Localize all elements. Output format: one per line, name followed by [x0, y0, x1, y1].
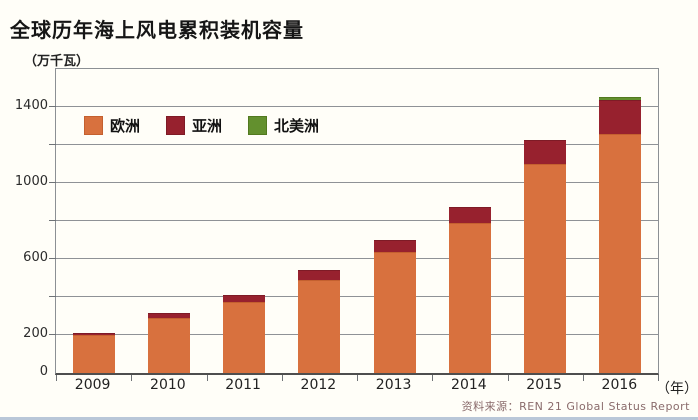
x-tick-2	[206, 375, 208, 381]
plot-area: 欧洲 亚洲 北美洲	[49, 68, 659, 381]
bar-2015	[524, 140, 567, 373]
bar-2010-asia-segment	[147, 313, 190, 318]
chart-title: 全球历年海上风电累积装机容量	[10, 18, 304, 42]
bar-2010-europe-segment	[147, 317, 190, 373]
gridline-1400	[56, 106, 658, 107]
x-axis-label-2014: 2014	[451, 377, 487, 393]
bars-container	[56, 69, 658, 373]
x-tick-7	[582, 375, 584, 381]
bar-2012-europe-segment	[298, 279, 341, 373]
gridline-400	[56, 296, 658, 297]
x-axis-label-2013: 2013	[375, 377, 412, 393]
bar-2011-asia-segment	[223, 295, 266, 302]
bar-2009	[72, 333, 115, 373]
y-axis-label-200: 200	[23, 326, 48, 341]
y-axis-labels: 0 200 600 1000 1400	[0, 68, 48, 379]
bar-2014-asia-segment	[448, 207, 491, 223]
bar-2013-europe-segment	[373, 252, 416, 373]
y-axis-label-0: 0	[39, 364, 48, 379]
x-tick-5	[432, 375, 434, 381]
y-tick-400	[49, 296, 56, 297]
bar-2016	[599, 96, 642, 373]
legend-label-europe: 欧洲	[110, 117, 141, 135]
bar-2013	[373, 240, 416, 373]
y-tick-200	[49, 334, 56, 335]
legend-label-asia: 亚洲	[192, 117, 223, 135]
x-axis-label-2009: 2009	[74, 377, 111, 393]
x-axis-label-2010: 2010	[150, 377, 186, 393]
y-axis-label-1000: 1000	[14, 174, 48, 189]
bar-2016-asia-segment	[599, 100, 642, 134]
x-tick-1	[131, 375, 133, 381]
y-tick-1400	[49, 106, 56, 107]
y-axis-unit-label: （万千瓦）	[24, 54, 90, 69]
gridline-600	[56, 258, 658, 259]
bar-2011-europe-segment	[223, 301, 266, 373]
bar-2012-asia-segment	[298, 270, 341, 280]
legend-item-asia: 亚洲	[166, 115, 222, 136]
bar-2015-europe-segment	[524, 164, 567, 373]
bar-2012	[298, 270, 341, 373]
y-tick-800	[49, 220, 56, 221]
bottom-edge-strip	[0, 417, 698, 420]
gridline-200	[56, 334, 658, 335]
x-tick-8	[658, 375, 659, 381]
x-axis-unit-label: （年）	[656, 381, 698, 397]
legend-item-europe: 欧洲	[84, 115, 140, 136]
y-tick-600	[49, 258, 56, 259]
gridline-800	[56, 220, 658, 221]
bar-2014	[448, 207, 491, 373]
gridline-1200	[56, 144, 658, 145]
legend: 欧洲 亚洲 北美洲	[84, 115, 319, 136]
x-axis-label-2015: 2015	[526, 377, 562, 393]
legend-label-north_america: 北美洲	[274, 117, 320, 135]
bar-2015-asia-segment	[524, 140, 567, 164]
source-note: 资料来源：REN 21 Global Status Report	[461, 400, 690, 413]
x-tick-0	[56, 375, 57, 381]
bar-2009-europe-segment	[72, 335, 115, 373]
legend-swatch-north_america	[248, 116, 268, 135]
y-tick-1000	[49, 182, 56, 183]
y-tick-1200	[49, 144, 56, 145]
legend-swatch-asia	[166, 116, 186, 135]
x-tick-4	[357, 375, 358, 381]
y-axis-label-1400: 1400	[14, 98, 48, 113]
bar-2014-europe-segment	[448, 222, 491, 373]
y-axis-label-600: 600	[23, 250, 48, 265]
bar-2016-north_america-segment	[599, 96, 642, 101]
bar-2016-europe-segment	[599, 133, 642, 373]
bar-2010	[147, 313, 190, 373]
bar-2013-asia-segment	[373, 240, 416, 253]
x-axis-label-2016: 2016	[601, 377, 638, 393]
gridline-1000	[56, 182, 658, 183]
bar-2011	[223, 295, 266, 373]
x-tick-6	[507, 375, 509, 381]
x-axis-label-2011: 2011	[225, 377, 261, 393]
legend-item-north_america: 北美洲	[248, 115, 319, 136]
bar-2009-asia-segment	[72, 333, 115, 335]
legend-swatch-europe	[84, 116, 103, 135]
x-tick-3	[281, 375, 283, 381]
x-axis-labels: 2009 2010 2011 2012 2013 2014 2015 2016	[55, 377, 657, 393]
x-axis-label-2012: 2012	[300, 377, 337, 393]
